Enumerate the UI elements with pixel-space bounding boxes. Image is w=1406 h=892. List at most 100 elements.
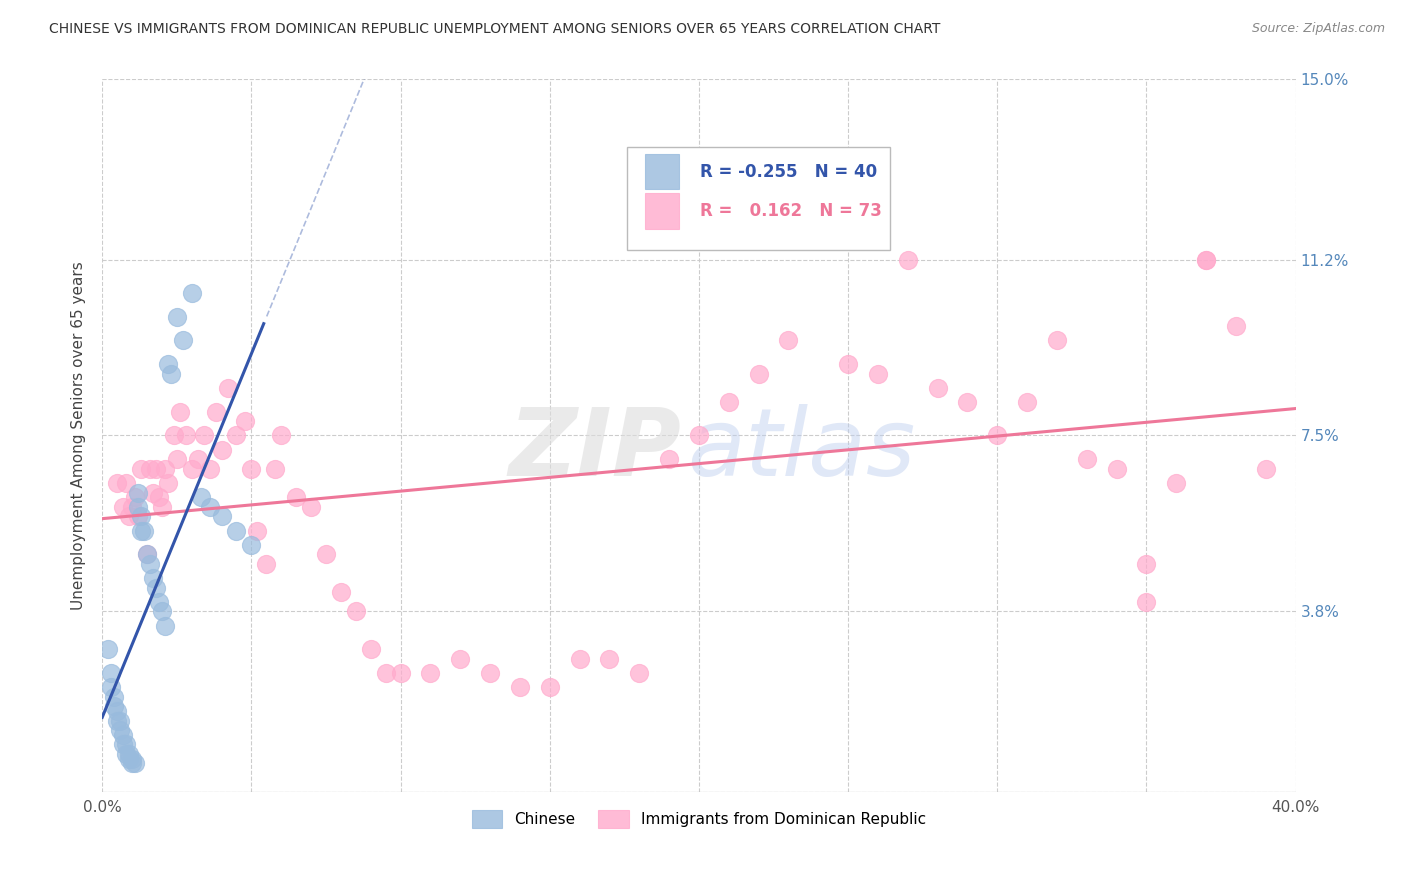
Point — [153, 618, 176, 632]
Point — [568, 652, 591, 666]
Point — [270, 428, 292, 442]
Point — [112, 500, 135, 514]
Point — [658, 452, 681, 467]
Point — [129, 461, 152, 475]
Text: ZIP: ZIP — [508, 404, 681, 496]
Point — [139, 461, 162, 475]
Point — [174, 428, 197, 442]
Point — [166, 452, 188, 467]
Y-axis label: Unemployment Among Seniors over 65 years: Unemployment Among Seniors over 65 years — [72, 261, 86, 610]
Point — [156, 475, 179, 490]
Point — [1015, 395, 1038, 409]
Point — [389, 666, 412, 681]
Point — [121, 756, 143, 771]
Point — [103, 690, 125, 704]
Point — [169, 405, 191, 419]
Point — [148, 490, 170, 504]
FancyBboxPatch shape — [645, 153, 679, 189]
Point — [254, 557, 277, 571]
Point — [1135, 595, 1157, 609]
Point — [538, 681, 561, 695]
Point — [837, 357, 859, 371]
Point — [172, 334, 194, 348]
Point — [121, 752, 143, 766]
Point — [160, 367, 183, 381]
Point — [187, 452, 209, 467]
Point — [628, 666, 651, 681]
Point — [112, 738, 135, 752]
Point — [132, 524, 155, 538]
Point — [211, 509, 233, 524]
Point — [142, 571, 165, 585]
Point — [150, 500, 173, 514]
Point — [479, 666, 502, 681]
Point — [112, 728, 135, 742]
Point — [329, 585, 352, 599]
Point — [129, 509, 152, 524]
Point — [807, 157, 830, 171]
Point — [124, 756, 146, 771]
Text: Source: ZipAtlas.com: Source: ZipAtlas.com — [1251, 22, 1385, 36]
Point — [1195, 252, 1218, 267]
Point — [1076, 452, 1098, 467]
Point — [927, 381, 949, 395]
Point — [225, 524, 247, 538]
Point — [866, 367, 889, 381]
Point — [198, 500, 221, 514]
Point — [139, 557, 162, 571]
Point — [211, 442, 233, 457]
Point — [1225, 319, 1247, 334]
Point — [315, 547, 337, 561]
Point — [145, 581, 167, 595]
Point — [150, 604, 173, 618]
Point — [419, 666, 441, 681]
Point — [153, 461, 176, 475]
Point — [105, 475, 128, 490]
Point — [118, 509, 141, 524]
Point — [129, 524, 152, 538]
Point — [118, 747, 141, 761]
Point — [1105, 461, 1128, 475]
Point — [198, 461, 221, 475]
Point — [956, 395, 979, 409]
Point — [360, 642, 382, 657]
FancyBboxPatch shape — [645, 193, 679, 228]
Point — [118, 752, 141, 766]
Text: CHINESE VS IMMIGRANTS FROM DOMINICAN REPUBLIC UNEMPLOYMENT AMONG SENIORS OVER 65: CHINESE VS IMMIGRANTS FROM DOMINICAN REP… — [49, 22, 941, 37]
Point — [108, 723, 131, 738]
Point — [103, 699, 125, 714]
Point — [127, 509, 149, 524]
Point — [374, 666, 396, 681]
Point — [100, 666, 122, 681]
Point — [163, 428, 186, 442]
Point — [97, 642, 120, 657]
Point — [145, 461, 167, 475]
Point — [509, 681, 531, 695]
Text: R = -0.255   N = 40: R = -0.255 N = 40 — [700, 162, 877, 180]
Point — [127, 485, 149, 500]
Point — [115, 475, 138, 490]
Point — [193, 428, 215, 442]
Point — [148, 595, 170, 609]
Point — [240, 461, 263, 475]
Point — [180, 461, 202, 475]
Point — [225, 428, 247, 442]
Point — [166, 310, 188, 324]
Point — [136, 547, 159, 561]
Legend: Chinese, Immigrants from Dominican Republic: Chinese, Immigrants from Dominican Repub… — [465, 805, 932, 834]
Point — [986, 428, 1008, 442]
Point — [127, 500, 149, 514]
Point — [124, 490, 146, 504]
Point — [598, 652, 620, 666]
Text: atlas: atlas — [688, 404, 915, 495]
Point — [748, 367, 770, 381]
Point — [204, 405, 226, 419]
Point — [264, 461, 287, 475]
Point — [1195, 252, 1218, 267]
Point — [299, 500, 322, 514]
Point — [115, 747, 138, 761]
Point — [778, 334, 800, 348]
Point — [105, 704, 128, 718]
Point — [246, 524, 269, 538]
Point — [108, 714, 131, 728]
